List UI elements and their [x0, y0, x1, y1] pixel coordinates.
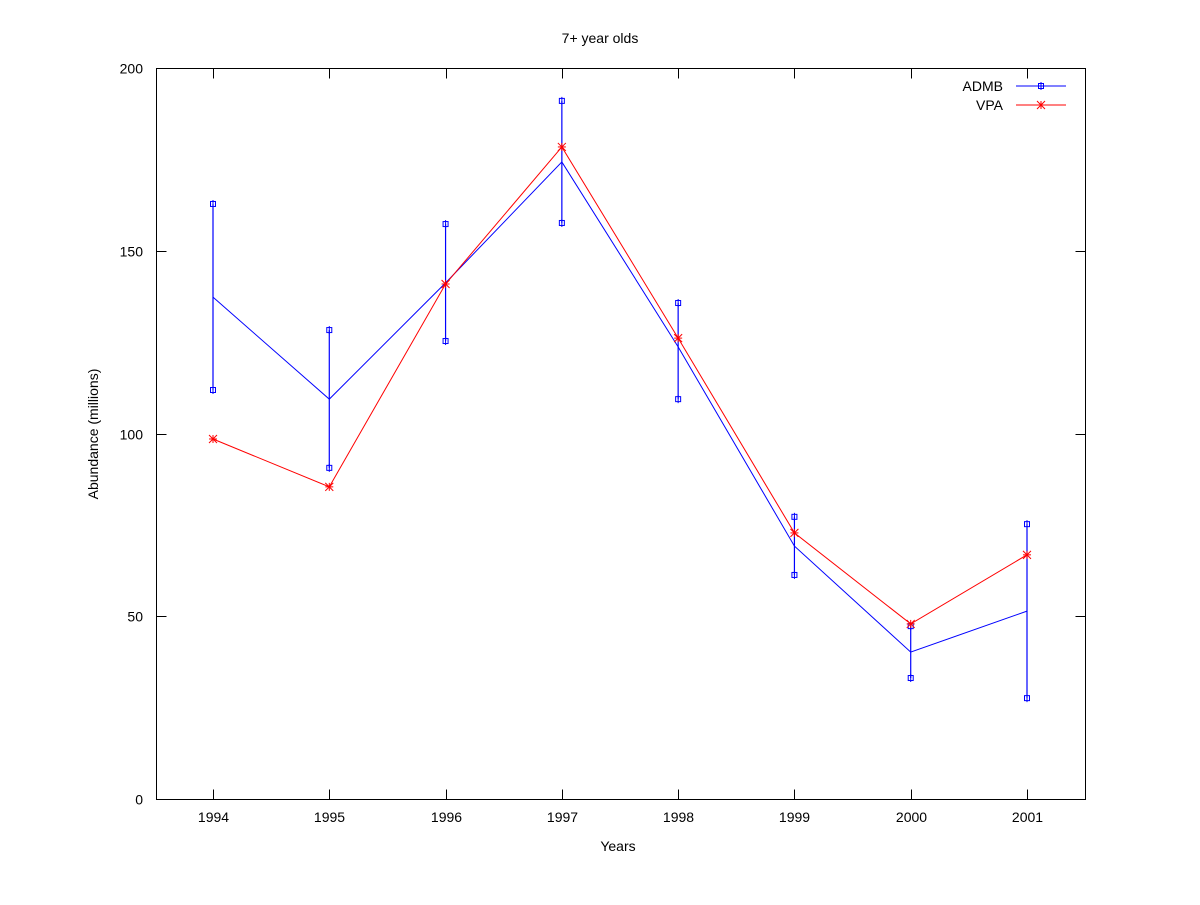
series-vpa: [208, 142, 1032, 629]
legend-label: VPA: [976, 97, 1004, 113]
x-tick-label: 1996: [431, 809, 462, 825]
y-tick-label: 50: [127, 609, 143, 625]
x-tick-label: 1997: [547, 809, 578, 825]
legend-label: ADMB: [963, 78, 1003, 94]
legend: ADMB VPA: [963, 78, 1066, 113]
data-series: [208, 96, 1032, 703]
y-tick-label: 200: [120, 61, 144, 77]
x-tick-label: 1999: [779, 809, 810, 825]
chart-title: 7+ year olds: [562, 30, 639, 46]
y-tick-label: 150: [120, 244, 144, 260]
x-tick-label: 1998: [663, 809, 694, 825]
x-tick-label: 2001: [1012, 809, 1043, 825]
series-admb: [210, 96, 1030, 703]
y-tick-label: 0: [135, 792, 143, 808]
plot-frame: [156, 68, 1086, 800]
y-axis-ticks: 0 50 100 150 200: [120, 61, 1086, 808]
x-tick-label: 1994: [198, 809, 229, 825]
x-axis-label: Years: [600, 838, 635, 854]
x-axis-ticks: 1994 1995 1996 1997 1998 1999 2000 2001: [198, 68, 1043, 825]
x-tick-label: 1995: [314, 809, 345, 825]
y-tick-label: 100: [120, 427, 144, 443]
x-tick-label: 2000: [896, 809, 927, 825]
y-axis-label: Abundance (millions): [85, 369, 101, 500]
